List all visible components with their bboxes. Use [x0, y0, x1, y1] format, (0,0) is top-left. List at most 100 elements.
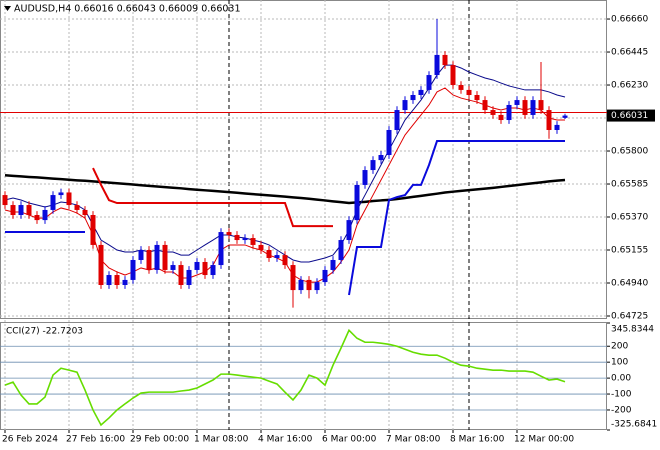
dropdown-icon: [4, 6, 11, 11]
candle-body: [314, 282, 320, 291]
cci-line: [4, 328, 566, 427]
candle-body: [218, 232, 224, 266]
candle-body: [58, 192, 64, 196]
candle-body: [346, 220, 352, 241]
candle-body: [130, 259, 136, 280]
candle-body: [178, 265, 184, 286]
candle-body: [18, 205, 24, 216]
main-panel: [0, 0, 607, 319]
candle-body: [442, 54, 448, 66]
y-tick-label: 0.00: [611, 374, 631, 384]
candle-body: [474, 95, 480, 101]
candle-body: [250, 238, 256, 245]
candle-body: [98, 244, 104, 286]
plot: [0, 0, 610, 433]
candle-body: [242, 238, 248, 241]
x-tick-label: 26 Feb 2024: [2, 435, 58, 445]
candle-body: [82, 209, 88, 216]
y-tick-label: -200: [611, 405, 632, 415]
indicator-line: [5, 140, 565, 296]
candle-body: [90, 215, 96, 245]
x-tick-label: 4 Mar 16:00: [258, 435, 313, 445]
x-tick-label: 12 Mar 00:00: [514, 435, 574, 445]
x-tick-label: 8 Mar 16:00: [450, 435, 505, 445]
candle-body: [466, 89, 472, 96]
y-tick-label: 0.66660: [611, 15, 648, 25]
candle-body: [354, 184, 360, 221]
y-tick-label: 100: [611, 358, 628, 368]
candle-body: [538, 100, 544, 111]
candle-body: [50, 195, 56, 210]
candle-body: [266, 250, 272, 258]
candle-body: [306, 279, 312, 291]
candle-body: [202, 261, 208, 276]
y-tick-label: 0.65370: [611, 213, 648, 223]
indicator-line: [92, 167, 333, 228]
candle-body: [458, 85, 464, 90]
candle-body: [42, 209, 48, 221]
x-tick-label: 6 Mar 00:00: [322, 435, 377, 445]
y-tick-label: 0.66230: [611, 81, 648, 91]
candle-body: [330, 259, 336, 270]
candle-body: [370, 160, 376, 171]
candle-body: [386, 129, 392, 156]
candle-body: [186, 269, 192, 286]
candle-body: [426, 75, 432, 90]
cci-title: CCI(27) -22.7203: [6, 327, 83, 337]
y-tick-label: 0.64940: [611, 279, 648, 289]
candle-body: [498, 114, 504, 121]
candle-body: [10, 205, 16, 216]
candle-body: [322, 269, 328, 283]
y-tick-label: 200: [611, 342, 628, 352]
x-tick-label: 1 Mar 08:00: [194, 435, 249, 445]
last-price-box: [607, 109, 655, 122]
candle-body: [210, 265, 216, 276]
candle-body: [138, 250, 144, 260]
y-tick-label: 0.65155: [611, 246, 648, 256]
candle-body: [282, 255, 288, 266]
candle-body: [522, 100, 528, 115]
candle-body: [402, 100, 408, 111]
candle-body: [122, 279, 128, 286]
chart-title: AUDUSD,H4 0.66016 0.66043 0.66009 0.6603…: [14, 4, 241, 15]
cci-panel: [0, 322, 607, 430]
indicator-line: [4, 174, 566, 205]
y-tick-label: 345.8344: [611, 325, 654, 335]
candle-body: [434, 54, 440, 76]
candle-body: [410, 95, 416, 101]
x-tick-label: 27 Feb 16:00: [66, 435, 125, 445]
candle-body: [226, 232, 232, 235]
candle-body: [490, 110, 496, 115]
candle-body: [74, 205, 80, 210]
candle-body: [394, 110, 400, 130]
y-tick-label: 0.66445: [611, 48, 648, 58]
candle-body: [338, 240, 344, 260]
y-tick-label: 0.65585: [611, 180, 648, 190]
candle-body: [34, 215, 40, 221]
candle-body: [562, 115, 568, 118]
candle-body: [66, 192, 72, 206]
candle-body: [450, 65, 456, 86]
x-tick-label: 29 Feb 00:00: [130, 435, 189, 445]
candle-body: [258, 244, 264, 251]
candle-body: [514, 100, 520, 105]
candle-body: [154, 244, 160, 270]
candle-body: [170, 265, 176, 270]
candle-body: [26, 205, 32, 216]
candle-body: [482, 100, 488, 111]
y-tick-label: -100: [611, 390, 632, 400]
candle-body: [274, 255, 280, 258]
candle-body: [362, 170, 368, 185]
candle-body: [2, 195, 8, 206]
y-tick-label: 0.65800: [611, 147, 648, 157]
candle-body: [290, 265, 296, 291]
x-tick-label: 7 Mar 08:00: [386, 435, 441, 445]
candle-body: [194, 261, 200, 270]
candle-body: [298, 279, 304, 291]
last-price-label: 0.66031: [611, 111, 648, 121]
y-tick-label: -325.6841: [611, 420, 657, 430]
candle-body: [378, 155, 384, 161]
candle-body: [418, 89, 424, 96]
